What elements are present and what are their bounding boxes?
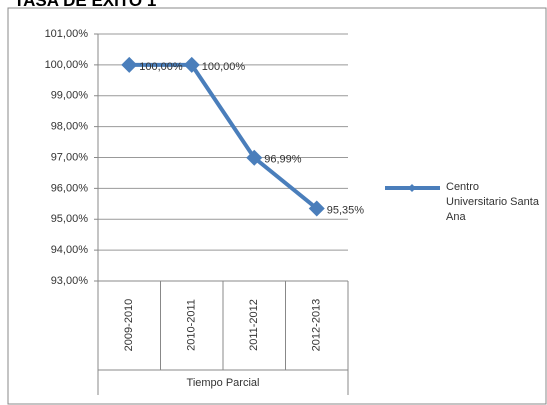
y-tick-label: 100,00% (45, 59, 89, 71)
x-tick-label: 2009-2010 (123, 299, 135, 352)
data-label: 96,99% (264, 154, 302, 166)
y-tick-label: 93,00% (51, 275, 89, 287)
data-label: 95,35% (327, 204, 365, 216)
y-tick-label: 99,00% (51, 90, 89, 102)
x-tick-label: 2011-2012 (248, 299, 260, 351)
y-tick-label: 94,00% (51, 244, 89, 256)
marker (308, 200, 325, 217)
x-group-label: Tiempo Parcial (187, 377, 260, 389)
y-tick-label: 98,00% (51, 121, 89, 133)
line (129, 62, 319, 210)
legend-marker (408, 184, 416, 192)
x-tick-label: 2010-2011 (186, 299, 198, 351)
y-tick-label: 97,00% (51, 151, 89, 163)
y-tick-label: 95,00% (51, 213, 89, 225)
marker (183, 56, 200, 73)
marker (121, 56, 138, 73)
y-tick-label: 101,00% (45, 28, 89, 40)
data-label: 100,00% (202, 61, 246, 73)
legend-label: Centro Universitario Santa Ana (446, 181, 539, 223)
y-tick-label: 96,00% (51, 182, 89, 194)
marker (246, 149, 263, 166)
data-label: 100,00% (139, 61, 183, 73)
chart-title: TASA DE ÉXITO 1 (14, 0, 156, 10)
x-tick-label: 2012-2013 (311, 299, 323, 352)
